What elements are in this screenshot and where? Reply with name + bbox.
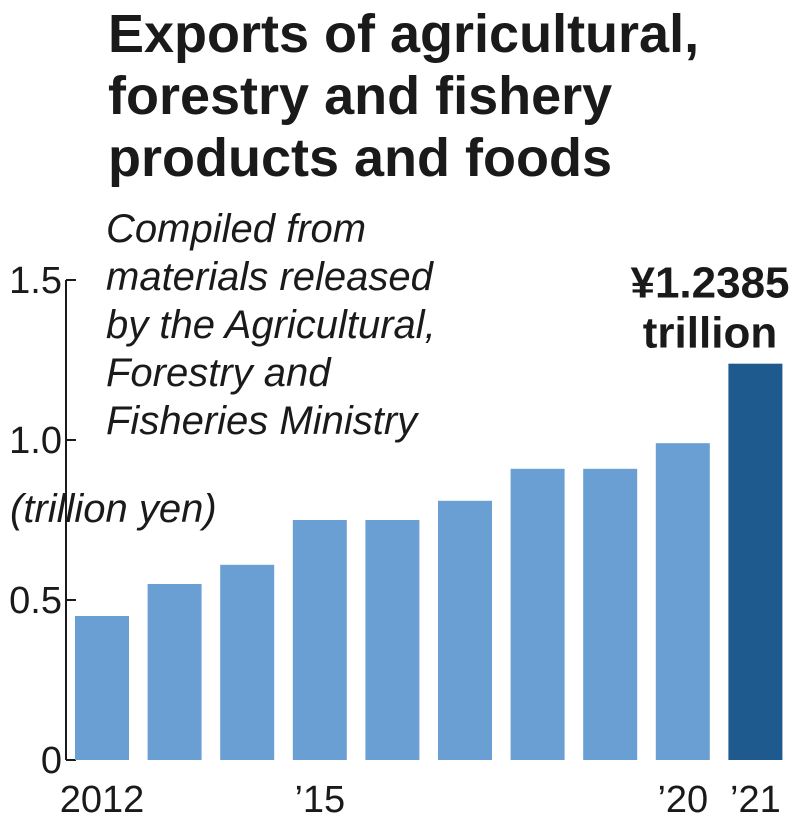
bar-2018 bbox=[510, 468, 565, 760]
title-line-2: forestry and fishery bbox=[108, 66, 612, 126]
x-axis-labels: 2012 ’15 ’20 ’21 bbox=[60, 779, 781, 821]
x-tick-label: 2012 bbox=[60, 779, 145, 821]
y-axis: 0 0.5 1.0 1.5 bbox=[9, 260, 76, 782]
y-tick-label: 1.5 bbox=[9, 260, 62, 302]
bar-2020 bbox=[655, 443, 710, 760]
source-line-1: Compiled from bbox=[106, 207, 366, 251]
chart-title: Exports of agricultural, forestry and fi… bbox=[108, 4, 699, 188]
bar-2016 bbox=[365, 520, 420, 760]
callout: ¥1.2385 trillion bbox=[630, 259, 789, 358]
x-tick-label: ’15 bbox=[294, 779, 345, 821]
source-line-4: Forestry and bbox=[106, 351, 332, 395]
x-tick-label: ’21 bbox=[730, 779, 781, 821]
callout-unit: trillion bbox=[643, 309, 777, 358]
title-line-1: Exports of agricultural, bbox=[108, 4, 699, 64]
bar-2019 bbox=[583, 468, 638, 760]
unit-label: (trillion yen) bbox=[10, 487, 217, 531]
bars bbox=[75, 363, 783, 760]
title-line-3: products and foods bbox=[108, 128, 612, 188]
source-note: Compiled from materials released by the … bbox=[106, 207, 436, 443]
callout-value: ¥1.2385 bbox=[630, 259, 789, 308]
bar-2015 bbox=[292, 520, 347, 760]
x-tick-label: ’20 bbox=[657, 779, 708, 821]
source-line-3: by the Agricultural, bbox=[106, 303, 436, 347]
source-line-2: materials released bbox=[106, 255, 435, 299]
bar-2021 bbox=[728, 363, 783, 760]
source-line-5: Fisheries Ministry bbox=[106, 399, 420, 443]
y-tick-label: 0 bbox=[41, 740, 62, 782]
y-tick-label: 0.5 bbox=[9, 580, 62, 622]
bar-2012 bbox=[75, 616, 129, 760]
y-tick-label: 1.0 bbox=[9, 420, 62, 462]
bar-2014 bbox=[220, 564, 275, 760]
bar-2013 bbox=[147, 584, 202, 760]
bar-2017 bbox=[438, 500, 492, 760]
